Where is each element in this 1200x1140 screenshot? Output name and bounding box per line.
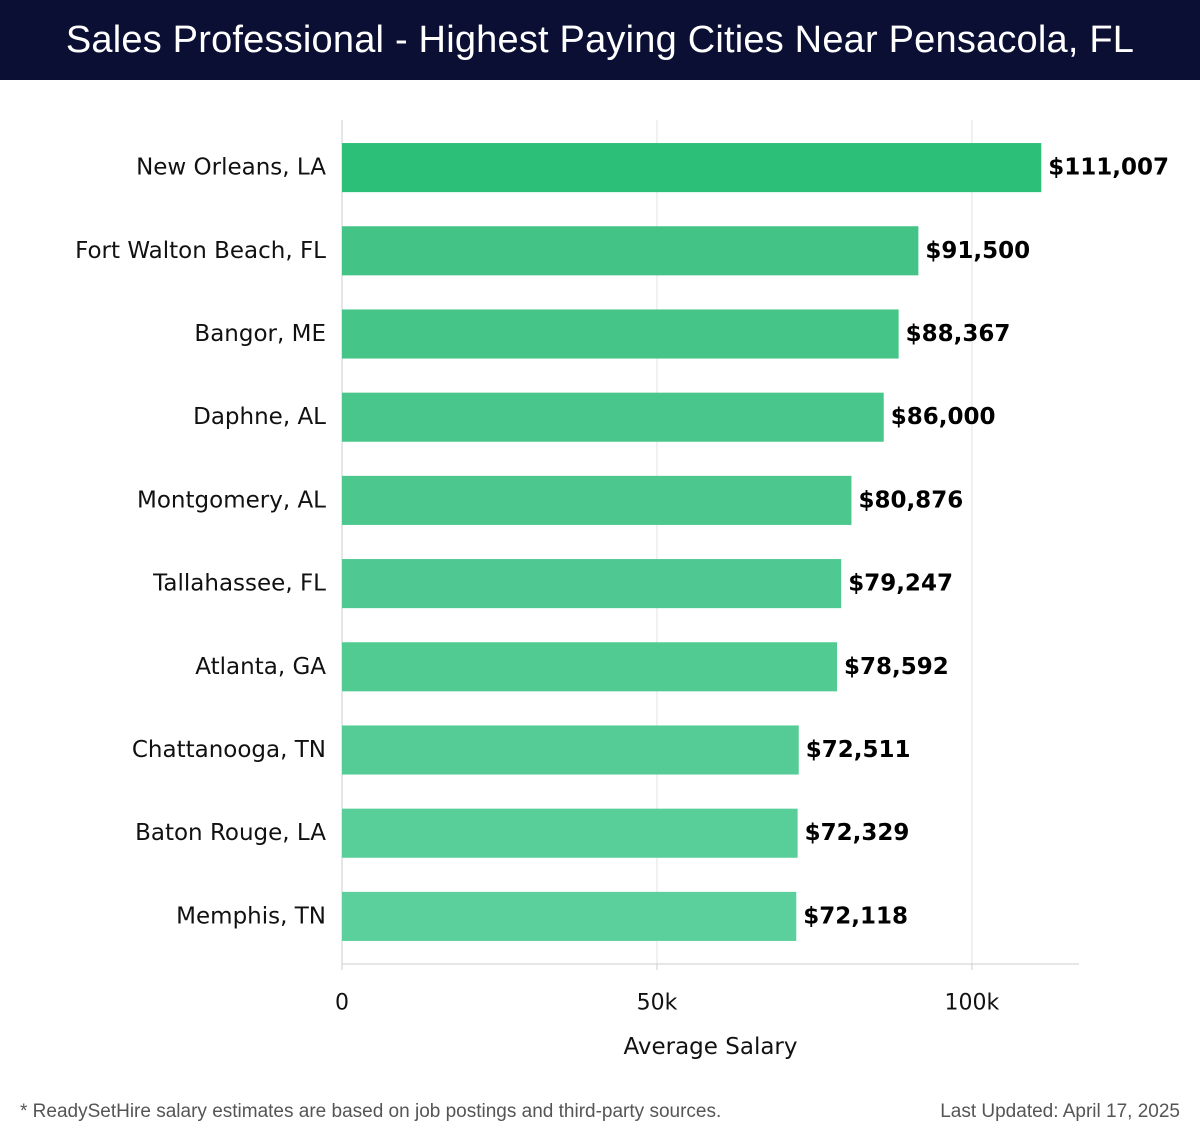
value-label: $79,247 [848,571,953,597]
bar [342,226,919,276]
value-label: $72,118 [803,903,908,929]
bar [342,808,798,858]
value-label: $78,592 [844,654,949,680]
chart-header: Sales Professional - Highest Paying Citi… [0,0,1200,80]
bar [342,725,799,775]
category-label: Baton Rouge, LA [135,820,326,846]
x-tick-label: 50k [637,991,678,1016]
footer-note: * ReadySetHire salary estimates are base… [20,1101,722,1122]
value-label: $88,367 [906,321,1011,347]
bar [342,642,838,692]
category-label: Bangor, ME [194,321,326,347]
last-updated: Last Updated: April 17, 2025 [940,1101,1180,1122]
value-label: $80,876 [858,487,963,513]
category-label: Tallahassee, FL [152,571,326,597]
bar [342,309,899,359]
category-label: Montgomery, AL [137,487,326,513]
category-label: Atlanta, GA [195,654,326,680]
category-label: Chattanooga, TN [132,737,326,763]
value-label: $72,511 [806,737,911,763]
bar [342,392,884,442]
value-label: $111,007 [1048,155,1169,181]
chart-title: Sales Professional - Highest Paying Citi… [65,18,1135,61]
x-tick-label: 0 [335,991,349,1016]
bar [342,143,1042,193]
value-label: $91,500 [925,238,1030,264]
value-label: $72,329 [805,820,910,846]
bar [342,891,797,941]
category-label: Fort Walton Beach, FL [75,238,326,264]
bar [342,559,842,609]
category-label: Memphis, TN [176,903,326,929]
x-axis-title: Average Salary [623,1034,797,1060]
category-label: New Orleans, LA [136,155,326,181]
category-label: Daphne, AL [193,404,326,430]
value-label: $86,000 [891,404,996,430]
bar [342,475,852,525]
bar-chart: New Orleans, LA $111,007 Fort Walton Beach… [75,120,1169,1060]
x-tick-label: 100k [945,991,1000,1016]
